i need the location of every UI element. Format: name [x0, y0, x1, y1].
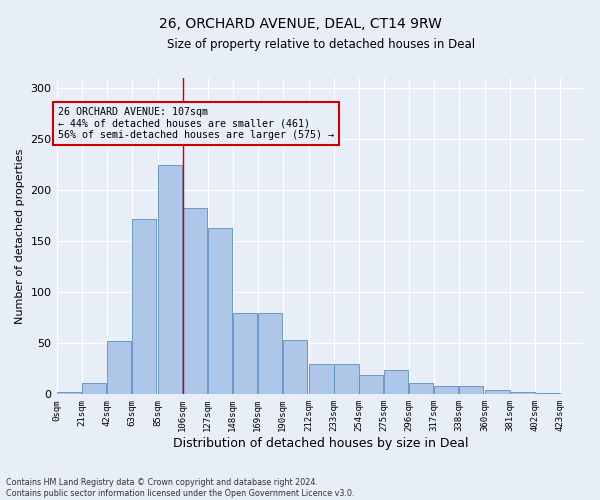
- Bar: [485, 390, 509, 394]
- Title: Size of property relative to detached houses in Deal: Size of property relative to detached ho…: [167, 38, 475, 51]
- Bar: [334, 364, 359, 394]
- Text: 26 ORCHARD AVENUE: 107sqm
← 44% of detached houses are smaller (461)
56% of semi: 26 ORCHARD AVENUE: 107sqm ← 44% of detac…: [58, 106, 334, 140]
- Text: Contains HM Land Registry data © Crown copyright and database right 2024.
Contai: Contains HM Land Registry data © Crown c…: [6, 478, 355, 498]
- Bar: [409, 383, 433, 394]
- Bar: [158, 165, 182, 394]
- X-axis label: Distribution of detached houses by size in Deal: Distribution of detached houses by size …: [173, 437, 469, 450]
- Text: 26, ORCHARD AVENUE, DEAL, CT14 9RW: 26, ORCHARD AVENUE, DEAL, CT14 9RW: [158, 18, 442, 32]
- Bar: [233, 312, 257, 394]
- Bar: [183, 208, 208, 394]
- Bar: [309, 364, 334, 394]
- Bar: [384, 370, 409, 394]
- Bar: [82, 383, 106, 394]
- Bar: [359, 375, 383, 394]
- Bar: [107, 342, 131, 394]
- Y-axis label: Number of detached properties: Number of detached properties: [15, 148, 25, 324]
- Bar: [510, 392, 535, 394]
- Bar: [131, 219, 156, 394]
- Bar: [56, 392, 81, 394]
- Bar: [434, 386, 458, 394]
- Bar: [208, 228, 232, 394]
- Bar: [257, 312, 283, 394]
- Bar: [459, 386, 484, 394]
- Bar: [283, 340, 307, 394]
